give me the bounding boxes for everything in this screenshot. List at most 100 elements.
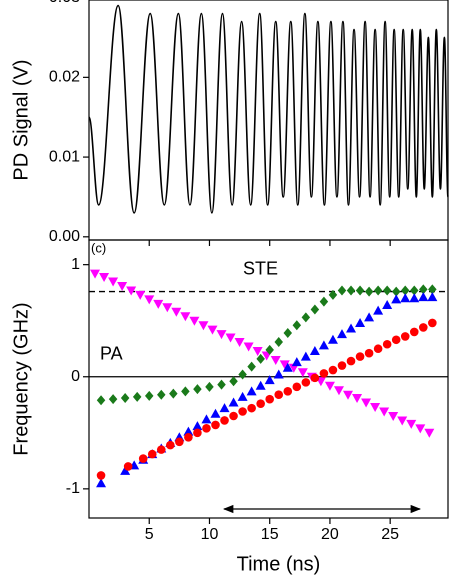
marker — [419, 284, 428, 295]
marker — [406, 419, 417, 429]
marker — [279, 360, 290, 370]
marker — [193, 384, 202, 395]
marker — [319, 296, 329, 307]
marker — [355, 317, 366, 327]
marker — [198, 321, 209, 331]
marker — [265, 344, 274, 355]
marker — [310, 373, 320, 383]
marker — [301, 378, 311, 387]
marker — [243, 342, 254, 352]
marker — [400, 285, 410, 296]
marker — [217, 379, 226, 390]
marker — [301, 312, 311, 323]
marker — [255, 380, 266, 390]
marker — [415, 424, 426, 434]
marker — [274, 337, 283, 348]
marker — [428, 318, 437, 328]
marker — [410, 285, 419, 296]
marker — [229, 411, 238, 421]
marker — [256, 353, 265, 364]
marker — [252, 346, 263, 356]
marker — [247, 361, 256, 372]
marker — [126, 286, 137, 296]
marker — [409, 293, 420, 303]
marker — [283, 387, 293, 396]
marker — [327, 334, 338, 344]
marker — [184, 432, 193, 442]
y-tick-label: 1 — [71, 256, 80, 273]
marker — [361, 398, 372, 408]
marker — [132, 391, 142, 402]
marker — [96, 478, 107, 488]
marker — [144, 295, 155, 305]
y-tick-label: 0.00 — [49, 228, 80, 245]
marker — [400, 293, 411, 303]
marker — [138, 454, 148, 463]
marker — [346, 323, 357, 333]
marker — [310, 304, 320, 315]
marker — [147, 449, 157, 459]
marker — [229, 376, 238, 387]
marker — [96, 471, 106, 480]
marker — [99, 272, 110, 282]
marker — [123, 462, 133, 471]
marker — [274, 390, 284, 399]
x-tick-label: 5 — [145, 526, 154, 543]
marker — [189, 316, 200, 326]
marker — [181, 386, 190, 397]
marker — [355, 352, 365, 361]
marker — [424, 428, 435, 438]
reference-label: STE — [243, 258, 278, 278]
marker — [282, 362, 293, 372]
plot-frame — [88, 0, 449, 241]
panel-label: (c) — [91, 240, 106, 255]
marker — [202, 424, 211, 433]
marker — [364, 286, 374, 297]
marker — [234, 338, 245, 348]
x-axis-label: Time (ns) — [237, 553, 321, 575]
marker — [388, 411, 399, 421]
x-tick-label: 10 — [201, 526, 219, 543]
marker — [427, 292, 438, 302]
marker — [283, 328, 293, 339]
marker — [219, 403, 230, 413]
y-axis-label: PD Signal (V) — [10, 59, 32, 180]
y-axis-label: Frequency (GHz) — [10, 302, 32, 455]
reference-label: PA — [100, 344, 123, 364]
marker — [201, 414, 212, 424]
y-tick-label: 0 — [71, 368, 80, 385]
marker — [400, 332, 410, 341]
marker — [237, 391, 248, 401]
marker — [264, 375, 275, 385]
marker — [207, 325, 218, 335]
marker — [355, 285, 365, 296]
marker — [418, 292, 429, 302]
marker — [216, 330, 227, 340]
marker — [391, 294, 402, 304]
marker — [364, 348, 374, 358]
marker — [319, 369, 329, 378]
x-tick-label: 25 — [381, 526, 399, 543]
marker — [205, 381, 214, 392]
marker — [373, 305, 384, 315]
marker — [108, 394, 118, 405]
marker — [328, 365, 338, 375]
signal-line — [88, 4, 449, 214]
marker — [337, 285, 347, 296]
marker — [346, 285, 356, 296]
marker — [370, 403, 381, 413]
marker — [256, 399, 265, 408]
marker — [144, 390, 154, 401]
marker — [225, 333, 236, 343]
marker — [382, 339, 392, 349]
marker — [273, 369, 284, 379]
marker — [391, 286, 401, 297]
marker — [211, 420, 220, 430]
x-tick-label: 15 — [261, 526, 279, 543]
marker — [220, 416, 229, 425]
marker — [183, 426, 194, 436]
marker — [120, 393, 130, 404]
marker — [382, 285, 392, 296]
